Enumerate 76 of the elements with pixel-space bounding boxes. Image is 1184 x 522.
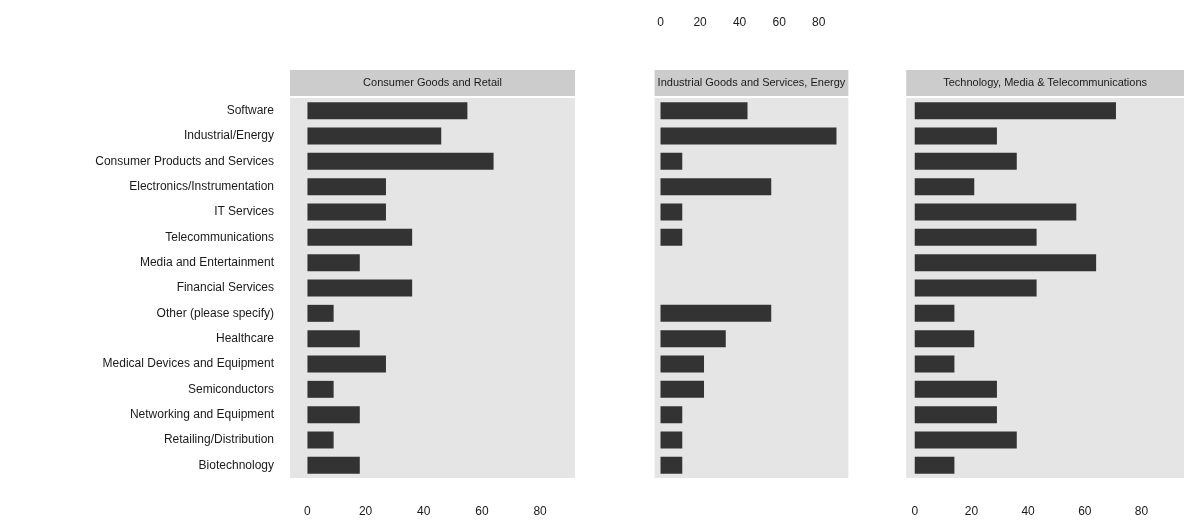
bar: [660, 178, 772, 196]
x-tick-label: 60: [475, 503, 489, 518]
x-tick-label: 40: [417, 503, 431, 518]
bar: [914, 152, 1017, 170]
chart-title: Consumer Goods and Retail: [363, 76, 502, 89]
x-tick-label: 80: [533, 503, 548, 518]
bar: [660, 127, 837, 145]
x-tick-label: 0: [304, 503, 312, 518]
x2-tick-label: 20: [693, 15, 708, 30]
y-tick-label: Electronics/Instrumentation: [129, 178, 274, 193]
bar: [914, 431, 1017, 449]
bar: [307, 279, 413, 297]
bar: [914, 127, 997, 145]
y-tick-label: Other (please specify): [156, 305, 274, 320]
x2-tick-label: 60: [772, 15, 787, 30]
bar: [660, 152, 683, 170]
bar: [307, 304, 334, 322]
bar: [307, 330, 360, 348]
bar: [660, 406, 683, 424]
y-tick-label: Telecommunications: [165, 229, 274, 244]
y-tick-label: Biotechnology: [198, 457, 274, 472]
y-tick-label: Industrial/Energy: [183, 128, 274, 143]
bar: [307, 406, 360, 424]
x-tick-label: 60: [1078, 503, 1092, 518]
bar: [660, 304, 772, 322]
bar: [660, 102, 748, 120]
y-tick-label: Media and Entertainment: [139, 254, 275, 269]
bar: [914, 304, 955, 322]
bar: [307, 102, 468, 120]
x-tick-label: 80: [1134, 503, 1149, 518]
bar: [307, 380, 334, 398]
y-tick-label: Healthcare: [215, 330, 275, 345]
y-tick-label: Consumer Products and Services: [95, 153, 274, 168]
y-tick-label: Networking and Equipment: [129, 406, 275, 421]
bar: [660, 431, 683, 449]
x2-tick-label: 80: [812, 15, 826, 30]
bar: [660, 228, 683, 246]
bar: [660, 380, 705, 398]
bar: [914, 380, 997, 398]
x2-tick-label: 40: [732, 15, 747, 30]
chart-title: Industrial Goods and Services, Energy: [657, 76, 846, 89]
bar: [660, 355, 705, 373]
chart-title: Technology, Media & Telecommunications: [943, 76, 1148, 89]
bar: [307, 127, 442, 145]
y-tick-label: Semiconductors: [187, 381, 274, 396]
bar: [914, 456, 955, 474]
bar: [307, 152, 494, 170]
bar: [307, 456, 360, 474]
x2-tick-label: 0: [657, 15, 665, 30]
bar: [307, 203, 386, 221]
bar: [307, 431, 334, 449]
y-tick-label: Retailing/Distribution: [163, 432, 274, 447]
bar: [914, 279, 1037, 297]
bar: [914, 178, 975, 196]
bar: [914, 355, 955, 373]
bar: [660, 203, 683, 221]
x-tick-label: 20: [358, 503, 373, 518]
bar: [914, 228, 1037, 246]
y-tick-label: Financial Services: [176, 280, 274, 295]
x-tick-label: 0: [911, 503, 919, 518]
bar: [660, 330, 726, 348]
bar: [307, 254, 360, 272]
y-tick-label: Software: [226, 102, 275, 117]
x-tick-label: 40: [1021, 503, 1036, 518]
y-tick-label: Medical Devices and Equipment: [102, 356, 275, 371]
bar: [914, 203, 1077, 221]
bar: [914, 330, 975, 348]
bar: [914, 102, 1116, 120]
bar: [307, 178, 386, 196]
bar: [660, 456, 683, 474]
bar: [307, 228, 413, 246]
y-tick-label: IT Services: [214, 204, 274, 219]
x-tick-label: 20: [964, 503, 979, 518]
bar: [914, 254, 1097, 272]
bar: [307, 355, 386, 373]
bar: [914, 406, 997, 424]
